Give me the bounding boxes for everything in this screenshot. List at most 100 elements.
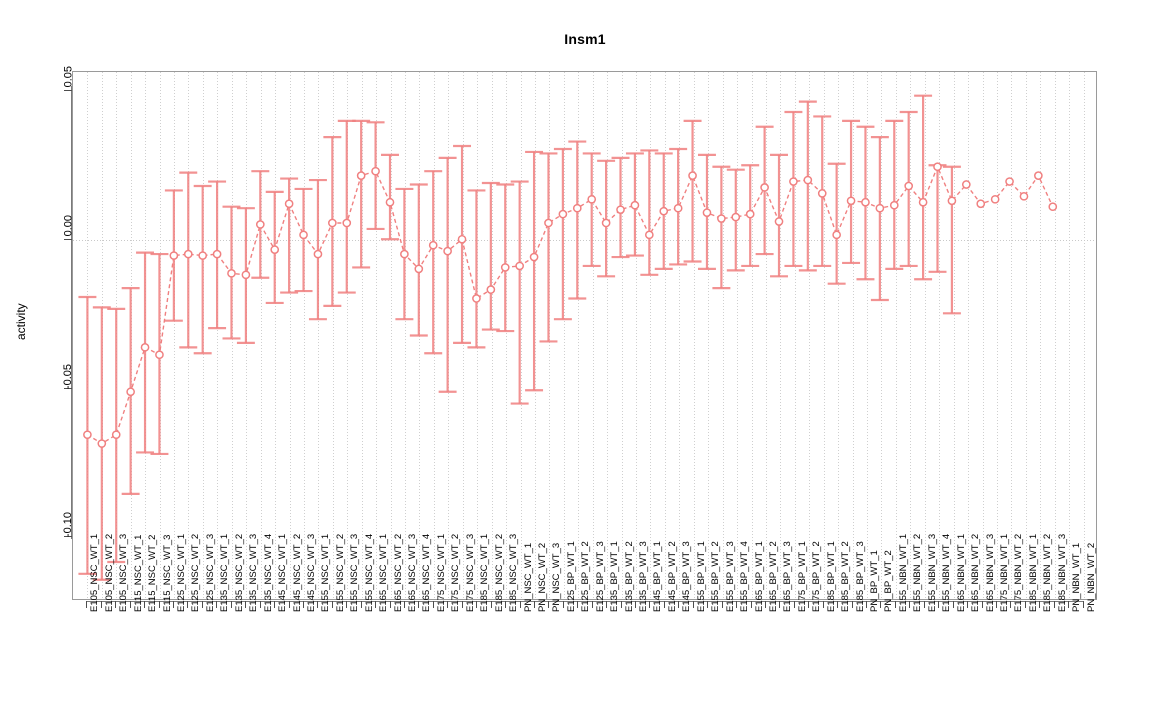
data-point-marker xyxy=(745,209,755,219)
x-axis-tick xyxy=(967,601,969,608)
grid-line-vertical xyxy=(664,72,666,599)
data-point-marker xyxy=(97,439,107,448)
x-axis-tick-label: E185_NBN_WT_3 xyxy=(1056,533,1068,612)
y-axis-tick xyxy=(64,90,72,92)
x-axis-tick-label: E145_BP_WT_2 xyxy=(666,541,678,612)
data-point-marker xyxy=(688,171,697,180)
x-axis-tick xyxy=(952,601,954,608)
grid-line-vertical xyxy=(953,72,955,599)
x-axis-tick-label: PN_NSC_WT_3 xyxy=(551,542,563,612)
data-point-marker xyxy=(817,189,827,198)
data-point-marker xyxy=(933,162,942,172)
data-point-marker xyxy=(731,212,741,222)
grid-line-vertical xyxy=(260,72,262,599)
data-point-marker xyxy=(630,200,640,210)
x-axis-tick-label: E165_BP_WT_3 xyxy=(782,541,794,612)
grid-line-vertical xyxy=(534,72,536,599)
x-axis-tick xyxy=(923,601,925,608)
grid-line-vertical xyxy=(968,72,970,599)
x-axis-tick-label: E155_NBN_WT_2 xyxy=(912,533,924,612)
data-point-marker xyxy=(486,285,496,294)
x-axis-tick-label: E185_BP_WT_2 xyxy=(840,541,852,612)
plot-panel xyxy=(72,71,1097,600)
x-axis-tick xyxy=(86,601,88,608)
data-point-marker xyxy=(572,203,582,213)
data-point-marker xyxy=(126,387,135,397)
x-axis-tick-label: E155_NSC_WT_4 xyxy=(363,533,375,612)
data-point-marker xyxy=(227,268,236,278)
data-point-marker xyxy=(169,251,179,260)
data-point-marker xyxy=(990,194,1000,204)
grid-line-vertical xyxy=(1040,72,1042,599)
x-axis-tick xyxy=(533,601,535,608)
grid-line-vertical xyxy=(462,72,464,599)
grid-line-vertical xyxy=(867,72,868,599)
x-axis-tick xyxy=(1039,601,1041,608)
data-point-marker xyxy=(342,218,352,228)
data-point-marker xyxy=(241,270,251,280)
x-axis-tick-label: PN_BP_WT_2 xyxy=(883,550,895,612)
x-axis-tick-label: E135_NSC_WT_2 xyxy=(233,533,245,612)
x-axis-tick xyxy=(1068,601,1070,608)
x-axis-tick xyxy=(505,601,507,608)
x-axis-tick-label: E145_BP_WT_3 xyxy=(681,541,693,612)
grid-line-vertical xyxy=(881,72,883,599)
x-axis-tick-label: PN_NSC_WT_1 xyxy=(522,542,534,612)
x-axis-tick xyxy=(288,601,290,608)
x-axis-tick-label: E125_BP_WT_2 xyxy=(580,541,592,612)
y-axis-label: activity xyxy=(14,303,28,340)
data-point-marker xyxy=(284,199,294,209)
data-point-marker xyxy=(832,230,841,240)
x-axis-tick-label: E135_BP_WT_1 xyxy=(609,541,621,612)
x-axis-tick xyxy=(707,601,709,608)
x-axis-tick-label: E165_NBN_WT_3 xyxy=(984,533,996,612)
x-axis-tick xyxy=(591,601,593,608)
data-point-marker xyxy=(529,252,539,262)
x-axis-tick xyxy=(302,601,304,608)
x-axis-tick xyxy=(851,601,853,608)
data-point-marker xyxy=(299,230,308,240)
data-point-marker xyxy=(601,218,611,228)
x-axis-tick-label: E125_NSC_WT_2 xyxy=(190,533,202,612)
data-point-marker xyxy=(328,218,337,228)
x-axis-tick xyxy=(216,601,218,608)
data-point-marker xyxy=(198,251,208,260)
grid-line-vertical xyxy=(405,72,407,599)
x-axis-tick-label: E155_BP_WT_1 xyxy=(695,541,707,612)
grid-line-vertical xyxy=(506,72,508,599)
grid-line-vertical xyxy=(1011,72,1013,599)
x-axis-tick xyxy=(981,601,983,608)
x-axis-tick xyxy=(880,601,882,608)
data-point-marker xyxy=(83,430,92,440)
x-axis-tick xyxy=(259,601,261,608)
x-axis-tick xyxy=(447,601,449,608)
data-point-marker xyxy=(803,175,813,185)
grid-line-vertical xyxy=(1083,72,1085,599)
grid-line-vertical xyxy=(636,72,638,599)
x-axis-tick-label: E155_BP_WT_4 xyxy=(739,541,751,612)
y-axis-tick xyxy=(64,238,72,240)
x-axis-tick-label: E165_NBN_WT_2 xyxy=(970,533,982,612)
data-point-marker xyxy=(500,263,510,272)
x-axis-tick xyxy=(1024,601,1026,608)
x-axis-tick xyxy=(404,601,406,608)
grid-line-vertical xyxy=(592,72,594,599)
grid-line-vertical xyxy=(303,72,305,599)
x-axis-tick-label: E185_NSC_WT_1 xyxy=(479,533,491,612)
grid-line-vertical xyxy=(982,72,984,599)
grid-line-vertical xyxy=(924,72,926,599)
x-axis-tick xyxy=(418,601,420,608)
x-axis-tick-label: E165_NSC_WT_4 xyxy=(421,533,433,612)
x-axis-tick-label: E155_NBN_WT_4 xyxy=(941,533,953,612)
grid-line-vertical xyxy=(823,72,825,599)
x-axis-tick xyxy=(1082,601,1084,608)
grid-line-vertical xyxy=(737,72,739,599)
data-point-marker xyxy=(212,249,222,259)
data-point-marker xyxy=(702,208,712,217)
data-point-marker xyxy=(270,245,280,254)
data-point-marker xyxy=(313,249,323,259)
x-axis-tick xyxy=(635,601,637,608)
x-axis-tick-label: E115_NSC_WT_2 xyxy=(147,534,159,612)
x-axis-tick-label: E175_BP_WT_1 xyxy=(796,541,808,612)
x-axis-tick xyxy=(822,601,824,608)
